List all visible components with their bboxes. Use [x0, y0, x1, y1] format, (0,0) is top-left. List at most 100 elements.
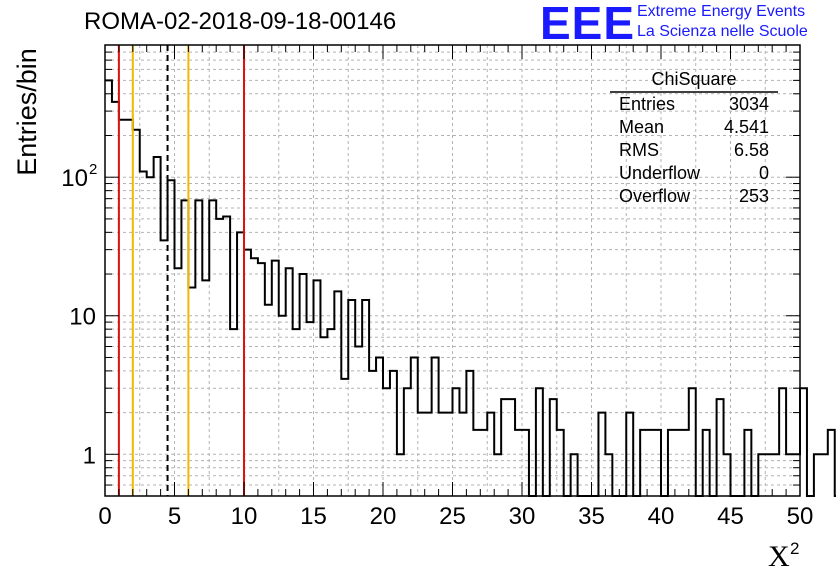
histogram-bin — [320, 337, 327, 496]
histogram-series — [105, 79, 836, 497]
eee-logo: EEE — [540, 0, 636, 49]
histogram-bin — [286, 268, 293, 496]
histogram-bin — [453, 388, 460, 496]
stats-row-value: 6.58 — [734, 140, 769, 160]
histogram-bin — [168, 180, 175, 496]
histogram-bin — [237, 232, 244, 496]
histogram-bin — [195, 200, 202, 496]
stats-row-value: 253 — [739, 186, 769, 206]
histogram-bin — [418, 413, 425, 496]
histogram-bin — [327, 329, 334, 496]
histogram-bin — [647, 430, 654, 496]
x-tick-label: 5 — [168, 503, 181, 530]
histogram-bin — [654, 430, 661, 496]
histogram-bin — [376, 357, 383, 496]
histogram-bin — [550, 399, 557, 496]
x-tick-label: 25 — [439, 503, 466, 530]
histogram-bin — [251, 258, 258, 496]
y-tick-label-text: 10 — [61, 165, 88, 192]
histogram-bin — [724, 454, 731, 496]
histogram-bin — [411, 357, 418, 496]
y-tick-label-exponent: 2 — [89, 161, 97, 178]
histogram-bin — [154, 157, 161, 496]
histogram-bin — [175, 268, 182, 496]
logo-line-2: La Scienza nelle Scuole — [637, 23, 808, 40]
histogram-bin — [279, 316, 286, 496]
histogram-bin — [397, 454, 404, 496]
y-tick-label: 10 2 — [61, 161, 97, 192]
reference-lines — [117, 45, 245, 496]
histogram-bin — [383, 388, 390, 496]
histogram-bin — [230, 329, 237, 496]
histogram-bin — [188, 287, 195, 496]
histogram-bin — [744, 430, 751, 496]
histogram-bin — [209, 200, 216, 496]
histogram-bin — [140, 171, 147, 496]
y-tick-label-text: 1 — [83, 442, 96, 469]
x-tick-label: 40 — [648, 503, 675, 530]
histogram-bin — [369, 371, 376, 496]
histogram-bin — [675, 430, 682, 496]
histogram-bin — [133, 130, 140, 496]
x-tick-label: 0 — [98, 503, 111, 530]
histogram-bin — [682, 430, 689, 496]
stats-row-label: RMS — [619, 140, 659, 160]
stats-title: ChiSquare — [651, 69, 736, 89]
histogram-bin — [161, 240, 168, 496]
stats-box: ChiSquare Entries 3034 Mean 4.541 RMS 6.58 Unde… — [610, 69, 778, 206]
histogram-bin — [501, 399, 508, 496]
stats-row-label: Overflow — [619, 186, 691, 206]
x-tick-label: 30 — [509, 503, 536, 530]
histogram-bin — [786, 454, 793, 496]
histogram-bin — [432, 357, 439, 496]
histogram-bin — [717, 399, 724, 496]
histogram-bin — [473, 430, 480, 496]
histogram-bin — [571, 454, 578, 496]
histogram-bin — [758, 454, 765, 496]
histogram-bin — [300, 274, 307, 496]
histogram-bin — [640, 430, 647, 496]
x-tick-label: 45 — [717, 503, 744, 530]
histogram-bin — [355, 346, 362, 496]
histogram-bin — [390, 371, 397, 496]
histogram-bin — [126, 120, 133, 496]
x-tick-label: 50 — [787, 503, 814, 530]
logo-line-1: Extreme Energy Events — [637, 3, 806, 20]
histogram-bin — [112, 102, 119, 496]
histogram-bin — [494, 454, 501, 496]
histogram-bin — [265, 305, 272, 496]
histogram-bin — [779, 388, 786, 496]
histogram-bin — [105, 80, 112, 496]
histogram-bin — [814, 454, 821, 496]
y-axis-label: Entries/bin — [12, 48, 42, 176]
histogram-bin — [341, 379, 348, 496]
histogram-bin — [348, 300, 355, 496]
histogram-bin — [515, 430, 522, 496]
x-axis-label: X 2 — [768, 539, 799, 572]
stats-row-value: 0 — [759, 163, 769, 183]
y-tick-label: 1 — [83, 442, 96, 469]
x-tick-label: 10 — [231, 503, 258, 530]
stats-row-label: Underflow — [619, 163, 701, 183]
histogram-bin — [216, 219, 223, 496]
histogram-bin — [334, 291, 341, 496]
stats-row-label: Mean — [619, 117, 664, 137]
y-tick-label: 10 — [69, 304, 96, 331]
histogram-bin — [487, 413, 494, 496]
histogram-bin — [522, 430, 529, 496]
histogram-bin — [536, 388, 543, 496]
x-tick-label: 20 — [370, 503, 397, 530]
histogram-bin — [147, 177, 154, 496]
histogram-bin — [202, 280, 209, 496]
histogram-bin — [828, 430, 835, 496]
chart-title: ROMA-02-2018-09-18-00146 — [84, 8, 397, 35]
histogram-bin — [765, 454, 772, 496]
histogram-bin — [244, 250, 251, 496]
histogram-bin — [307, 322, 314, 496]
histogram-bin — [272, 261, 279, 496]
histogram-bin — [821, 454, 828, 496]
histogram-bin — [605, 454, 612, 496]
stats-row-value: 4.541 — [724, 117, 769, 137]
stats-row-value: 3034 — [729, 94, 769, 114]
